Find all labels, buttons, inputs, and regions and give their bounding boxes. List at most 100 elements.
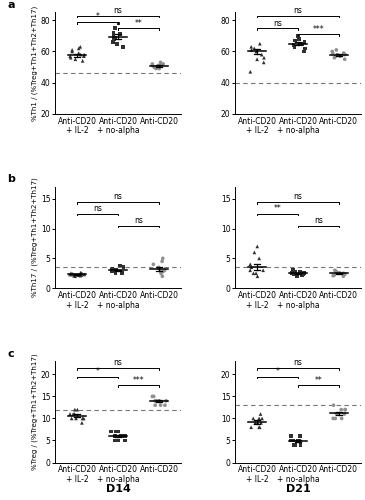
Point <box>81 52 87 60</box>
Point <box>67 52 73 60</box>
Point <box>337 268 342 276</box>
Point <box>300 270 306 278</box>
Text: ns: ns <box>134 216 143 225</box>
Point <box>78 50 84 58</box>
Point <box>331 271 337 279</box>
Point <box>290 436 296 444</box>
Point <box>113 266 119 274</box>
Point <box>122 436 128 444</box>
Point <box>81 50 87 58</box>
Point <box>299 40 305 48</box>
Text: a: a <box>7 0 15 10</box>
Point <box>79 270 85 278</box>
Point <box>75 271 81 279</box>
Point <box>156 397 162 405</box>
Text: b: b <box>7 174 15 184</box>
Point <box>157 62 163 70</box>
Point <box>156 264 162 272</box>
Point <box>112 24 118 32</box>
Point <box>112 34 118 42</box>
Point <box>69 414 74 422</box>
Point <box>113 268 119 276</box>
Point <box>341 270 346 278</box>
Point <box>342 406 348 413</box>
Point <box>333 46 339 54</box>
Point <box>337 52 343 60</box>
Point <box>116 20 122 28</box>
Point <box>79 419 85 427</box>
Point <box>291 270 297 278</box>
Point <box>338 406 344 413</box>
Point <box>342 406 348 413</box>
Point <box>302 44 308 52</box>
Point <box>289 268 295 276</box>
Point <box>330 272 336 280</box>
Point <box>81 270 87 278</box>
Point <box>68 270 74 278</box>
Point <box>111 29 116 37</box>
Point <box>292 268 298 276</box>
Point <box>117 30 123 38</box>
Point <box>291 41 296 49</box>
Point <box>151 63 157 71</box>
Point <box>77 272 83 280</box>
Point <box>301 38 307 46</box>
Point <box>149 392 155 400</box>
Point <box>250 270 256 278</box>
Point <box>69 48 75 56</box>
Point <box>122 432 128 440</box>
Point <box>260 266 266 274</box>
Point <box>331 54 337 62</box>
Point <box>254 56 260 64</box>
Point <box>155 62 161 70</box>
Point <box>292 43 297 51</box>
Point <box>112 432 118 440</box>
Point <box>252 419 258 427</box>
Point <box>294 272 300 280</box>
Point <box>78 268 84 276</box>
Text: *: * <box>96 12 100 22</box>
Point <box>301 270 307 278</box>
Point <box>256 423 262 431</box>
Point <box>330 49 336 57</box>
Text: ns: ns <box>114 192 123 202</box>
Point <box>333 414 338 422</box>
Point <box>110 38 116 46</box>
Point <box>153 64 159 72</box>
Point <box>297 432 303 440</box>
Point <box>335 270 341 278</box>
Text: ns: ns <box>114 6 123 15</box>
Point <box>70 270 76 278</box>
Point <box>247 260 253 268</box>
Text: D21: D21 <box>286 484 310 494</box>
Point <box>332 266 338 274</box>
Point <box>261 58 267 66</box>
Point <box>296 436 302 444</box>
Point <box>110 265 115 273</box>
Point <box>290 266 296 274</box>
Point <box>256 254 262 262</box>
Point <box>258 419 264 427</box>
Y-axis label: %Th1 / (%Treg+Th1+Th2+Th17): %Th1 / (%Treg+Th1+Th2+Th17) <box>31 6 38 121</box>
Point <box>77 43 83 51</box>
Point <box>117 262 123 270</box>
Point <box>292 36 298 44</box>
Point <box>249 46 254 54</box>
Point <box>259 50 265 58</box>
Point <box>112 432 118 440</box>
Point <box>118 432 124 440</box>
Point <box>159 258 165 266</box>
Point <box>342 56 347 64</box>
Point <box>115 428 121 436</box>
Point <box>251 248 257 256</box>
Point <box>257 40 263 48</box>
Point <box>160 272 165 280</box>
Point <box>152 397 158 405</box>
Point <box>108 428 114 436</box>
Text: **: ** <box>315 376 322 385</box>
Point <box>160 60 166 68</box>
Point <box>162 401 168 409</box>
Point <box>73 56 78 64</box>
Text: D14: D14 <box>105 484 131 494</box>
Point <box>297 40 303 48</box>
